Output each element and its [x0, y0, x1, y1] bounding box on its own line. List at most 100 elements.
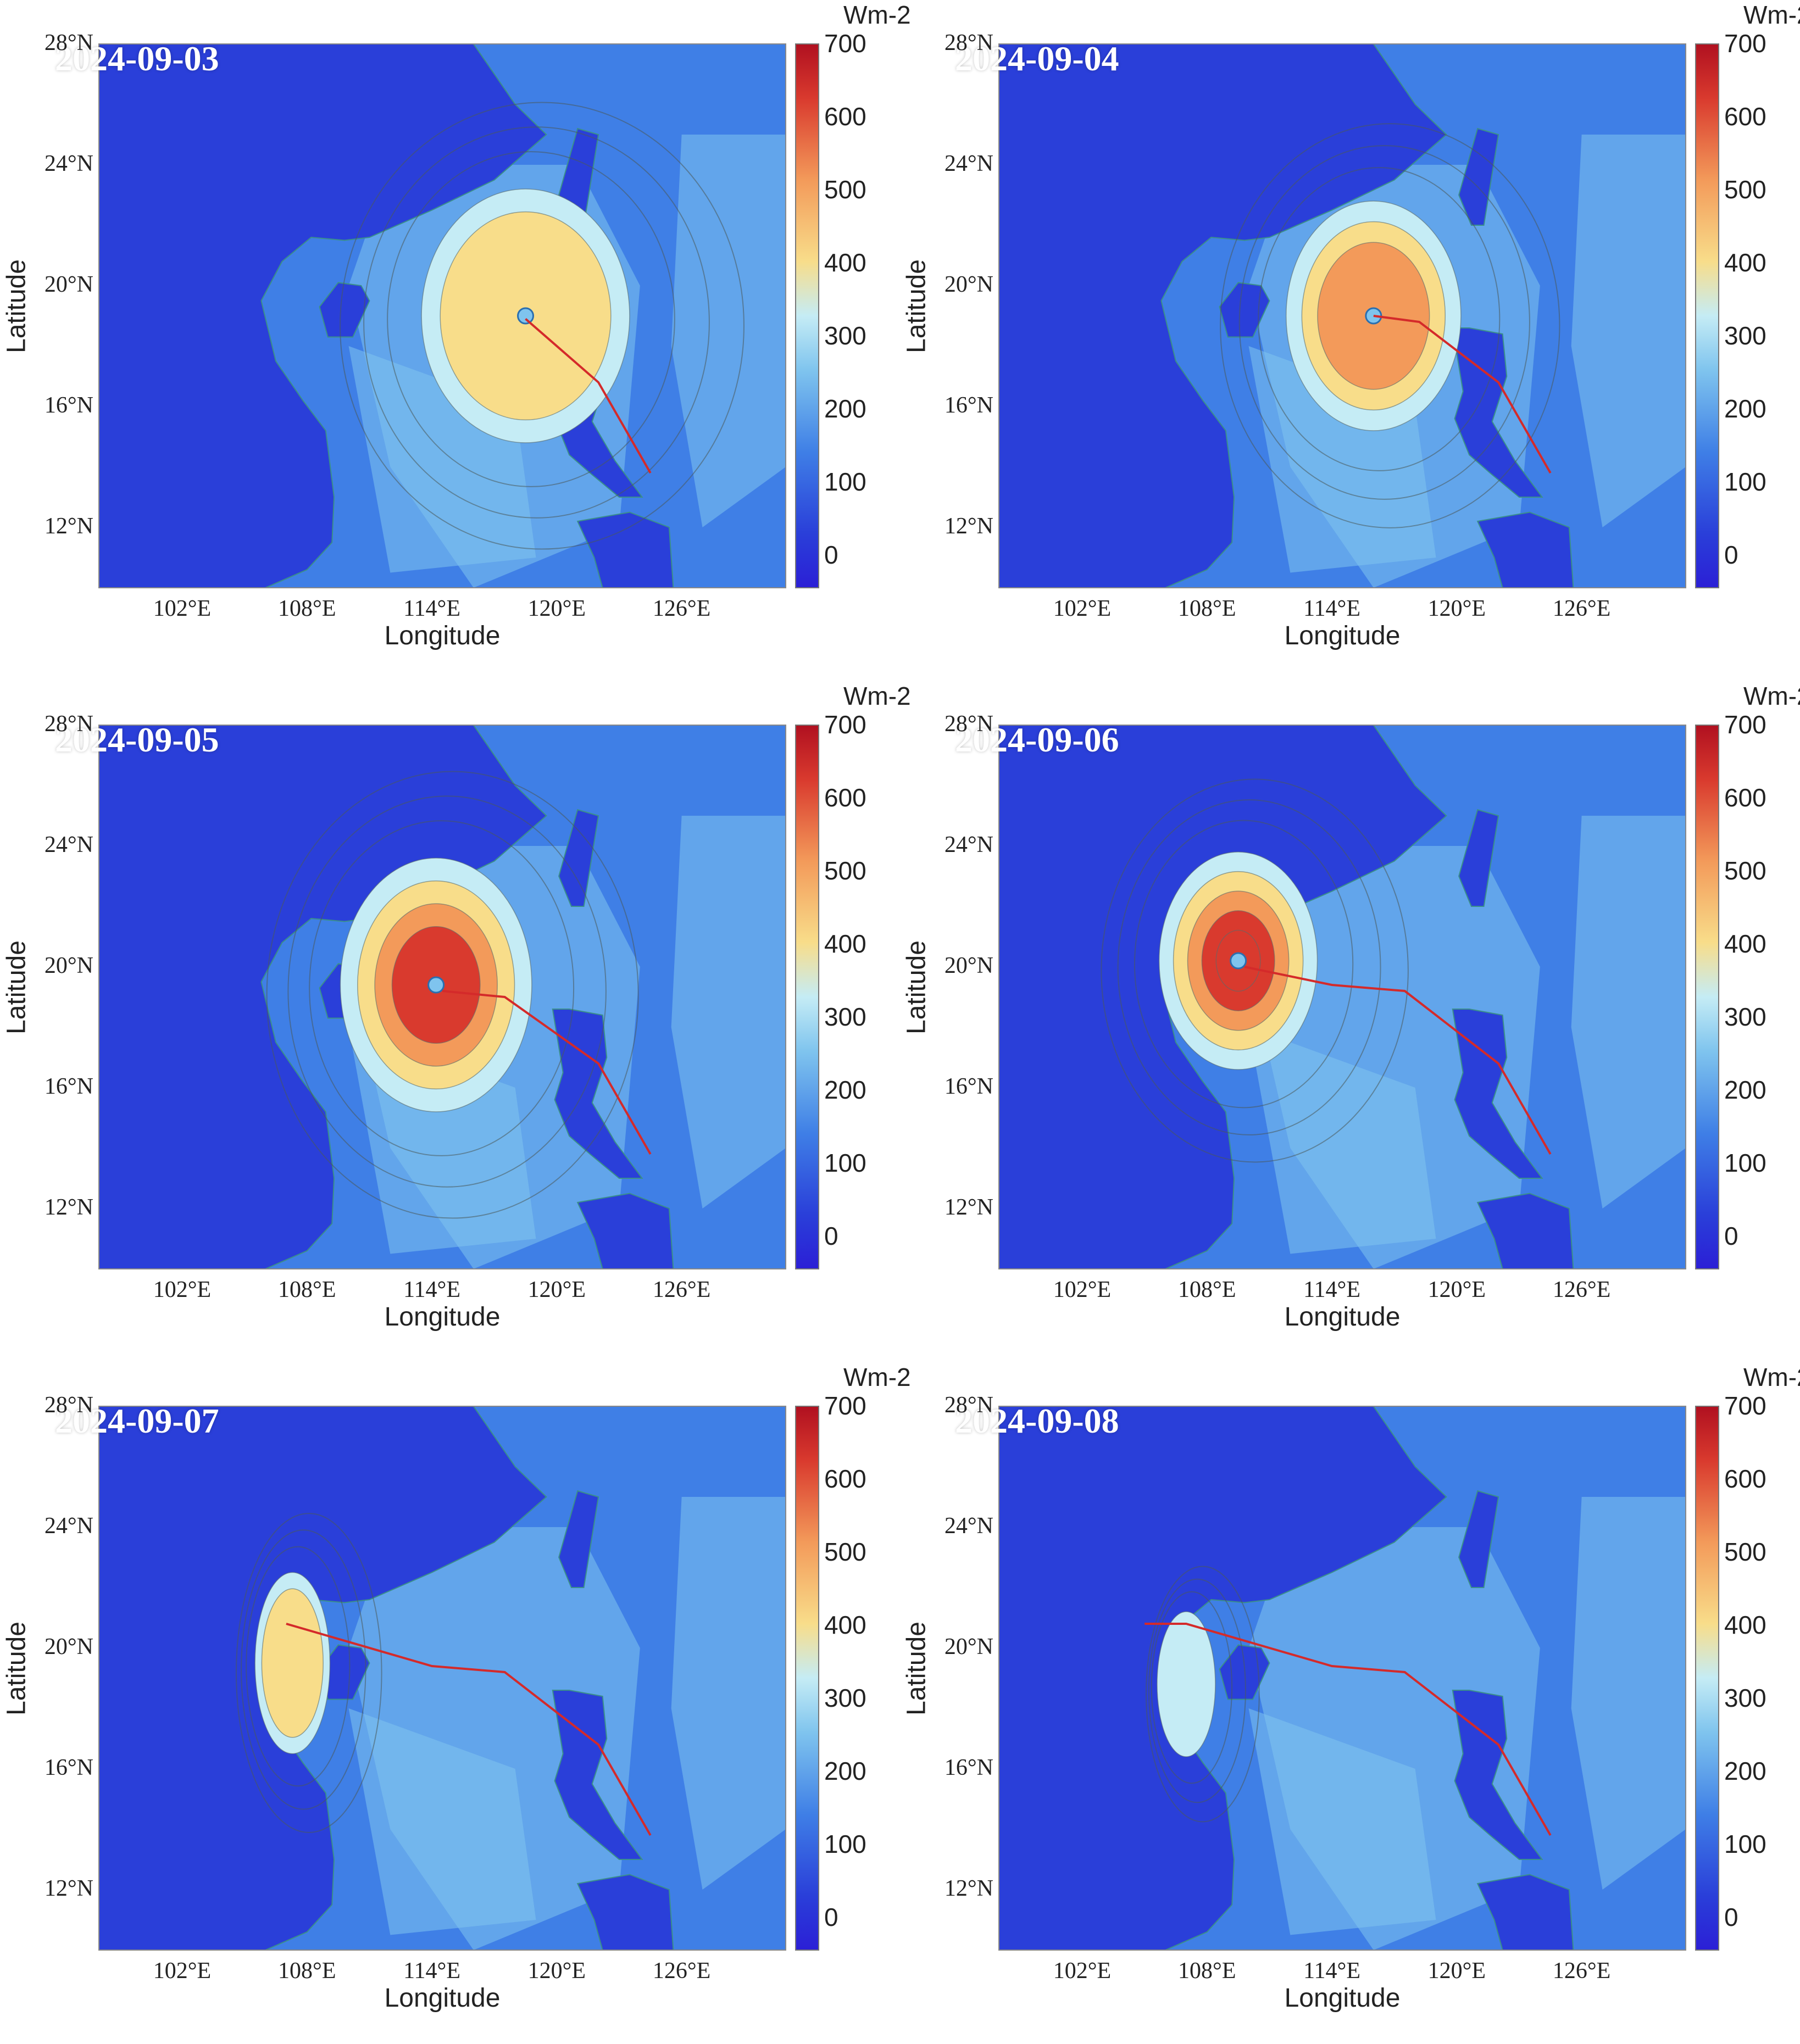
colorbar-tick-label: 200 — [1724, 1756, 1766, 1785]
colorbar-tick-label: 400 — [824, 929, 866, 958]
contour-line — [1258, 167, 1501, 471]
colorbar-tick-label: 300 — [1724, 1683, 1766, 1712]
y-axis-label: Latitude — [902, 1622, 931, 1716]
colorbar-tick-label: 500 — [1724, 175, 1766, 204]
longitude-tick-label: 102°E — [1053, 1958, 1112, 1984]
colorbar-tick-label: 200 — [824, 1756, 866, 1785]
panel-date-label: 2024-09-08 — [955, 1401, 1119, 1440]
contour-line — [246, 1546, 351, 1787]
colorbar-tick-label: 600 — [824, 783, 866, 812]
latitude-tick-label: 16°N — [944, 393, 993, 418]
longitude-tick-label: 126°E — [1552, 596, 1611, 621]
panel-date-label: 2024-09-07 — [55, 1401, 219, 1440]
panel-date-label: 2024-09-06 — [955, 720, 1119, 759]
latitude-tick-label: 24°N — [44, 832, 93, 857]
latitude-tick-label: 12°N — [44, 514, 93, 539]
colorbar-units: Wm-2 — [1743, 682, 1800, 710]
landmass — [1476, 511, 1574, 588]
colorbar-tick-label: 400 — [824, 1610, 866, 1639]
x-axis-label: Longitude — [384, 621, 501, 650]
flux-patch — [1248, 1708, 1436, 1935]
landmass — [1476, 1193, 1574, 1269]
colorbar-tick-label: 0 — [824, 1221, 838, 1250]
colorbar — [1695, 1406, 1719, 1951]
flux-contour-ring — [1157, 1611, 1216, 1757]
longitude-tick-label: 108°E — [278, 596, 336, 621]
storm-eye — [427, 976, 445, 994]
landmass — [558, 1490, 599, 1588]
colorbar-tick-label: 100 — [1724, 1829, 1766, 1858]
longitude-tick-label: 114°E — [403, 596, 460, 621]
landmass — [558, 809, 599, 907]
flux-patch — [1248, 1027, 1436, 1254]
map-panel: 2024-09-03 Wm-2 Longitude Latitude 700 60… — [0, 0, 911, 681]
colorbar-tick-label: 700 — [1724, 29, 1766, 58]
landmass — [1476, 1874, 1574, 1950]
landmass — [552, 1690, 643, 1860]
contour-line — [241, 1529, 366, 1810]
longitude-tick-label: 102°E — [153, 1277, 212, 1302]
colorbar-tick-label: 400 — [1724, 248, 1766, 277]
y-axis-label: Latitude — [2, 259, 31, 353]
colorbar-tick-label: 500 — [1724, 856, 1766, 885]
landmass — [1452, 327, 1543, 498]
latitude-tick-label: 28°N — [44, 1393, 93, 1418]
colorbar-tick-label: 200 — [1724, 394, 1766, 423]
colorbar-tick-label: 700 — [824, 710, 866, 739]
flux-patch — [1571, 816, 1686, 1208]
colorbar-tick-label: 600 — [1724, 783, 1766, 812]
contour-line — [266, 771, 639, 1219]
colorbar-tick-label: 100 — [824, 467, 866, 496]
latitude-tick-label: 12°N — [944, 1195, 993, 1220]
landmass — [1452, 1009, 1543, 1179]
longitude-tick-label: 120°E — [1427, 1277, 1486, 1302]
panel-date-label: 2024-09-05 — [55, 720, 219, 759]
flux-patch — [348, 1708, 536, 1935]
longitude-tick-label: 114°E — [403, 1277, 460, 1302]
colorbar-units: Wm-2 — [843, 682, 911, 710]
x-axis-label: Longitude — [1284, 1984, 1401, 2013]
colorbar-tick-label: 100 — [824, 1148, 866, 1177]
flux-patch — [671, 135, 786, 527]
plot-frame — [998, 725, 1686, 1269]
latitude-tick-label: 12°N — [44, 1876, 93, 1901]
longitude-tick-label: 114°E — [1303, 1277, 1360, 1302]
contour-line — [236, 1513, 382, 1833]
colorbar-tick-label: 500 — [824, 856, 866, 885]
map-canvas — [998, 1406, 1719, 1951]
contour-line — [287, 795, 607, 1188]
colorbar-tick-label: 300 — [824, 1002, 866, 1031]
latitude-tick-label: 24°N — [944, 151, 993, 176]
contour-line — [1148, 1578, 1246, 1803]
typhoon-track-line — [525, 318, 652, 474]
contour-line — [1220, 123, 1560, 528]
map-panel: 2024-09-07 Wm-2 Longitude Latitude 700 60… — [0, 1362, 911, 2043]
map-panel: 2024-09-08 Wm-2 Longitude Latitude 700 60… — [900, 1362, 1800, 2043]
longitude-tick-label: 126°E — [652, 1277, 711, 1302]
longitude-tick-label: 120°E — [527, 1958, 586, 1984]
colorbar-tick-label: 700 — [824, 29, 866, 58]
landmass — [552, 1009, 643, 1179]
colorbar-tick-label: 200 — [824, 394, 866, 423]
latitude-tick-label: 16°N — [944, 1755, 993, 1780]
contour-line — [1101, 778, 1409, 1163]
plot-frame — [98, 1406, 786, 1951]
colorbar-tick-label: 0 — [1724, 1902, 1738, 1931]
colorbar-tick-label: 200 — [1724, 1075, 1766, 1104]
longitude-tick-label: 120°E — [527, 1277, 586, 1302]
latitude-tick-label: 16°N — [44, 1074, 93, 1099]
latitude-tick-label: 28°N — [944, 711, 993, 737]
colorbar-units: Wm-2 — [843, 1363, 911, 1391]
contour-line — [1238, 145, 1530, 500]
colorbar-tick-label: 0 — [824, 1902, 838, 1931]
contour-line — [363, 126, 710, 519]
colorbar — [795, 43, 819, 588]
storm-eye — [1230, 952, 1247, 970]
latitude-tick-label: 16°N — [44, 1755, 93, 1780]
contour-line — [1117, 799, 1381, 1135]
map-panel: 2024-09-04 Wm-2 Longitude Latitude 700 60… — [900, 0, 1800, 681]
map-canvas — [98, 725, 819, 1269]
landmass — [576, 511, 674, 588]
typhoon-track-line — [286, 1623, 652, 1836]
longitude-tick-label: 102°E — [153, 596, 212, 621]
